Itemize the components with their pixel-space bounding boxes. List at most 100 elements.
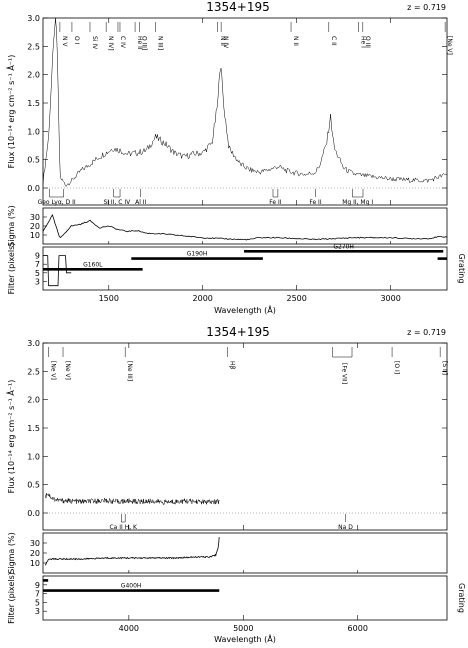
filter-tick-label: 3 — [35, 607, 40, 616]
absorption-label: Fe II — [269, 199, 281, 206]
chart-panel-2: 1354+195 z = 0.719 Flux (10⁻¹⁴ erg cm⁻² s⁻… — [5, 325, 466, 644]
y-tick-label: 0.5 — [27, 481, 40, 490]
sigma-axis-label: Sigma (%) — [7, 205, 16, 246]
redshift-label: z = 0.719 — [407, 3, 446, 12]
filter-tick-label: 7 — [35, 260, 40, 269]
grating-label: G270H — [333, 243, 354, 250]
y-tick-label: 2.0 — [27, 71, 40, 80]
absorption-label: Ca II H, K — [109, 524, 138, 531]
line-id-label: N III] — [157, 36, 164, 50]
y-axis-label: Flux (10⁻¹⁴ erg cm⁻² s⁻¹ Å⁻¹) — [5, 55, 16, 169]
y-tick-label: 3.0 — [27, 339, 40, 348]
line-id-label: He I — [360, 36, 367, 48]
absorption-label: Geo Lyα, D II — [38, 199, 76, 206]
y-tick-label: 0.0 — [27, 509, 40, 518]
line-id-label: [Ne V] — [446, 36, 453, 55]
flux-frame — [42, 342, 448, 531]
line-id-label: C II — [330, 36, 337, 46]
flux-series-line — [45, 493, 220, 506]
sigma-frame — [42, 207, 448, 245]
line-id-label: [S II] — [441, 361, 448, 375]
line-id-label: C IV — [119, 36, 126, 49]
filter-tick-label: 9 — [35, 252, 40, 261]
y-tick-label: 0.5 — [27, 156, 40, 165]
absorption-marker — [49, 189, 64, 198]
y-tick-label: 1.5 — [27, 99, 40, 108]
absorption-marker — [272, 189, 279, 198]
x-tick-label: 6000 — [348, 624, 368, 633]
absorption-label: Si II, C IV — [103, 199, 131, 206]
line-id-label: N II — [219, 36, 226, 46]
line-id-label: [O I] — [393, 361, 400, 374]
filter-tick-label: 5 — [35, 269, 40, 278]
line-id-label: O III] — [140, 36, 147, 50]
grating-label: G160L — [83, 261, 103, 268]
x-tick-label: 2000 — [193, 294, 213, 303]
chart-title: 1354+195 — [206, 325, 270, 339]
y-tick-label: 3.0 — [27, 14, 40, 23]
line-id-label: He II — [136, 36, 143, 50]
filter-frame — [42, 575, 448, 621]
flux-series-line — [42, 17, 448, 187]
redshift-label: z = 0.719 — [407, 328, 446, 337]
y-tick-label: 2.0 — [27, 396, 40, 405]
line-id-label: N IV] — [107, 36, 114, 51]
absorption-label: Na D — [338, 524, 353, 531]
sigma-tick-label: 30 — [30, 539, 40, 548]
filter-tick-label: 5 — [35, 598, 40, 607]
absorption-marker — [352, 189, 364, 198]
absorption-marker — [113, 189, 121, 198]
line-id-label: N V — [61, 36, 68, 47]
grating-label: G400H — [121, 583, 142, 590]
line-id-label: O III — [364, 36, 371, 48]
y-tick-label: 1.0 — [27, 127, 40, 136]
line-id-label: [Ne V] — [50, 361, 57, 380]
x-tick-label: 2500 — [286, 294, 306, 303]
x-axis-label: Wavelength (Å) — [214, 633, 276, 644]
filter-axis-label: Filter (pixels) — [7, 572, 16, 624]
absorption-label: Al II — [135, 199, 146, 206]
filter-tick-label: 9 — [35, 581, 40, 590]
line-id-label: Hβ — [228, 361, 235, 370]
line-id-label: N II — [292, 36, 299, 46]
sigma-frame — [42, 532, 448, 574]
y-tick-label: 2.5 — [27, 367, 40, 376]
sigma-axis-label: Sigma (%) — [7, 532, 16, 573]
x-tick-label: 3000 — [380, 294, 400, 303]
sigma-tick-label: 20 — [30, 222, 40, 231]
line-id-bracket — [332, 347, 353, 358]
flux-frame — [42, 17, 448, 206]
sigma-tick-label: 30 — [30, 213, 40, 222]
grating-axis-label: Grating — [457, 583, 466, 613]
line-id-label: Si IV — [91, 36, 98, 50]
absorption-label: Mg II, Mg I — [342, 199, 373, 206]
absorption-label: Fe II — [309, 199, 321, 206]
line-id-label: [Ne V] — [64, 361, 71, 380]
line-id-label: [Ne III] — [126, 361, 133, 381]
chart-title: 1354+195 — [206, 0, 270, 14]
x-axis-label: Wavelength (Å) — [214, 304, 276, 315]
y-tick-label: 1.0 — [27, 452, 40, 461]
grating-label: G190H — [187, 251, 208, 258]
absorption-marker — [121, 514, 126, 523]
sigma-series-line — [44, 537, 220, 566]
line-id-label: [Fe VII] — [340, 363, 347, 384]
filter-tick-label: 3 — [35, 277, 40, 286]
grating-axis-label: Grating — [457, 254, 466, 284]
y-tick-label: 0.0 — [27, 184, 40, 193]
filter-axis-label: Filter (pixels) — [7, 243, 16, 295]
sigma-tick-label: 20 — [30, 549, 40, 558]
x-tick-label: 1500 — [99, 294, 119, 303]
y-tick-label: 2.5 — [27, 42, 40, 51]
sigma-series-line — [42, 213, 448, 241]
line-id-label: O I — [73, 36, 80, 45]
x-tick-label: 4000 — [119, 624, 139, 633]
chart-panel-1: 1354+195 z = 0.719 Flux (10⁻¹⁴ erg cm⁻² s⁻… — [5, 0, 466, 315]
sigma-tick-label: 10 — [30, 559, 40, 568]
y-tick-label: 1.5 — [27, 424, 40, 433]
sigma-tick-label: 10 — [30, 231, 40, 240]
filter-tick-label: 7 — [35, 590, 40, 599]
y-axis-label: Flux (10⁻¹⁴ erg cm⁻² s⁻¹ Å⁻¹) — [5, 380, 16, 494]
x-tick-label: 5000 — [233, 624, 253, 633]
